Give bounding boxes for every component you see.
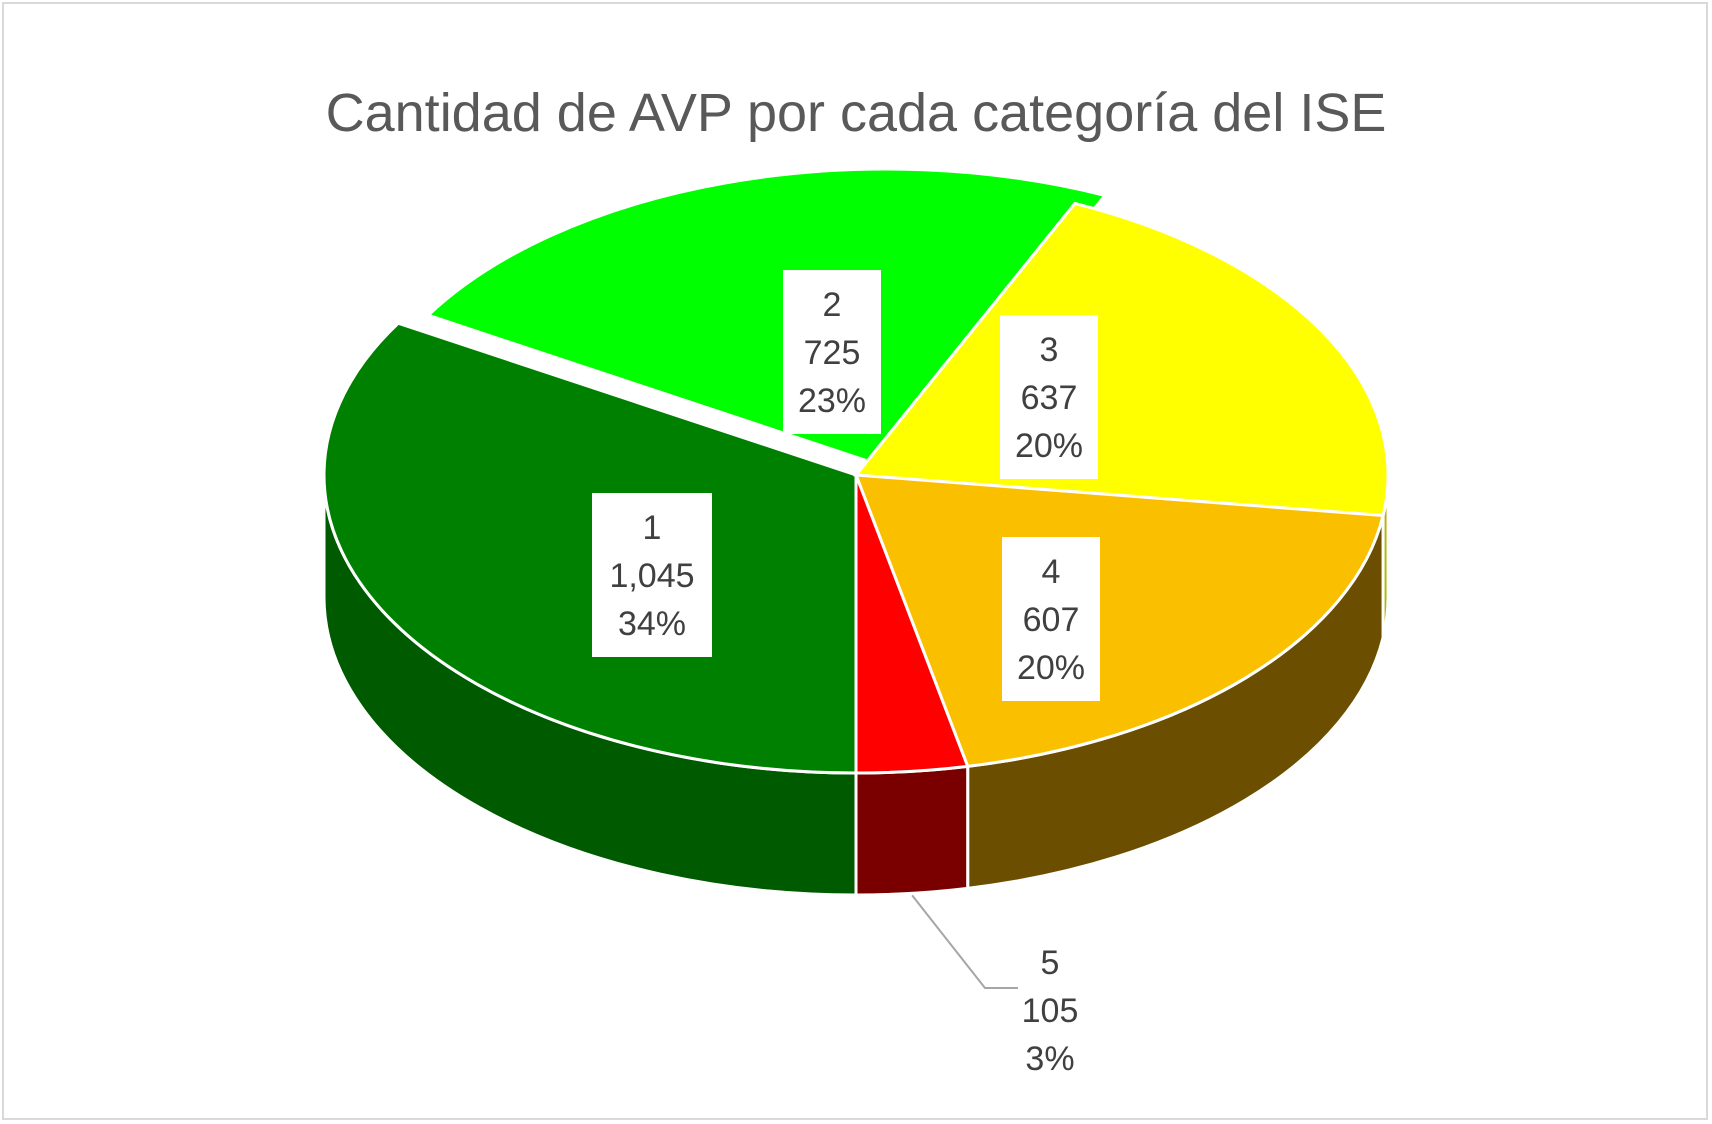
label-category-5: 5 (1041, 944, 1060, 982)
pie-slice-5 (854, 474, 970, 775)
label-value-3: 637 (1021, 379, 1078, 417)
label-value-2: 725 (804, 334, 861, 372)
label-category-2: 2 (823, 286, 842, 324)
label-category-3: 3 (1040, 331, 1059, 369)
label-percent-1: 34% (618, 605, 686, 643)
label-percent-5: 3% (1025, 1040, 1074, 1078)
data-label-box-4 (1002, 537, 1100, 701)
data-label-4: 4 607 20% (1002, 537, 1100, 701)
label-percent-3: 20% (1015, 427, 1083, 465)
label-percent-4: 20% (1017, 649, 1085, 687)
data-label-box-3 (1000, 315, 1098, 479)
data-labels: 1 1,045 34% 2 725 23% 3 637 20% 4 607 20% 5 105 3% (592, 270, 1100, 1078)
label-value-1: 1,045 (609, 557, 694, 595)
pie-tops (322, 167, 1390, 775)
data-label-3: 3 637 20% (1000, 315, 1098, 479)
pie-slice-4 (853, 473, 1385, 768)
data-label-1: 1 1,045 34% (592, 493, 712, 657)
label-value-5: 105 (1022, 992, 1079, 1030)
data-label-box-2 (783, 270, 881, 434)
label-category-4: 4 (1042, 553, 1061, 591)
pie-slice-3 (853, 201, 1390, 518)
data-label-2: 2 725 23% (783, 270, 881, 434)
data-label-5: 5 105 3% (911, 894, 1079, 1078)
pie-sides (322, 474, 1390, 897)
data-label-box-1 (592, 493, 712, 657)
leader-line-5 (911, 894, 1018, 989)
chart-title: Cantidad de AVP por cada categoría del I… (325, 83, 1387, 143)
label-category-1: 1 (643, 509, 662, 547)
pie-side-5 (854, 764, 970, 897)
label-value-4: 607 (1023, 601, 1080, 639)
label-percent-2: 23% (798, 382, 866, 420)
pie-slice-1 (322, 321, 858, 775)
